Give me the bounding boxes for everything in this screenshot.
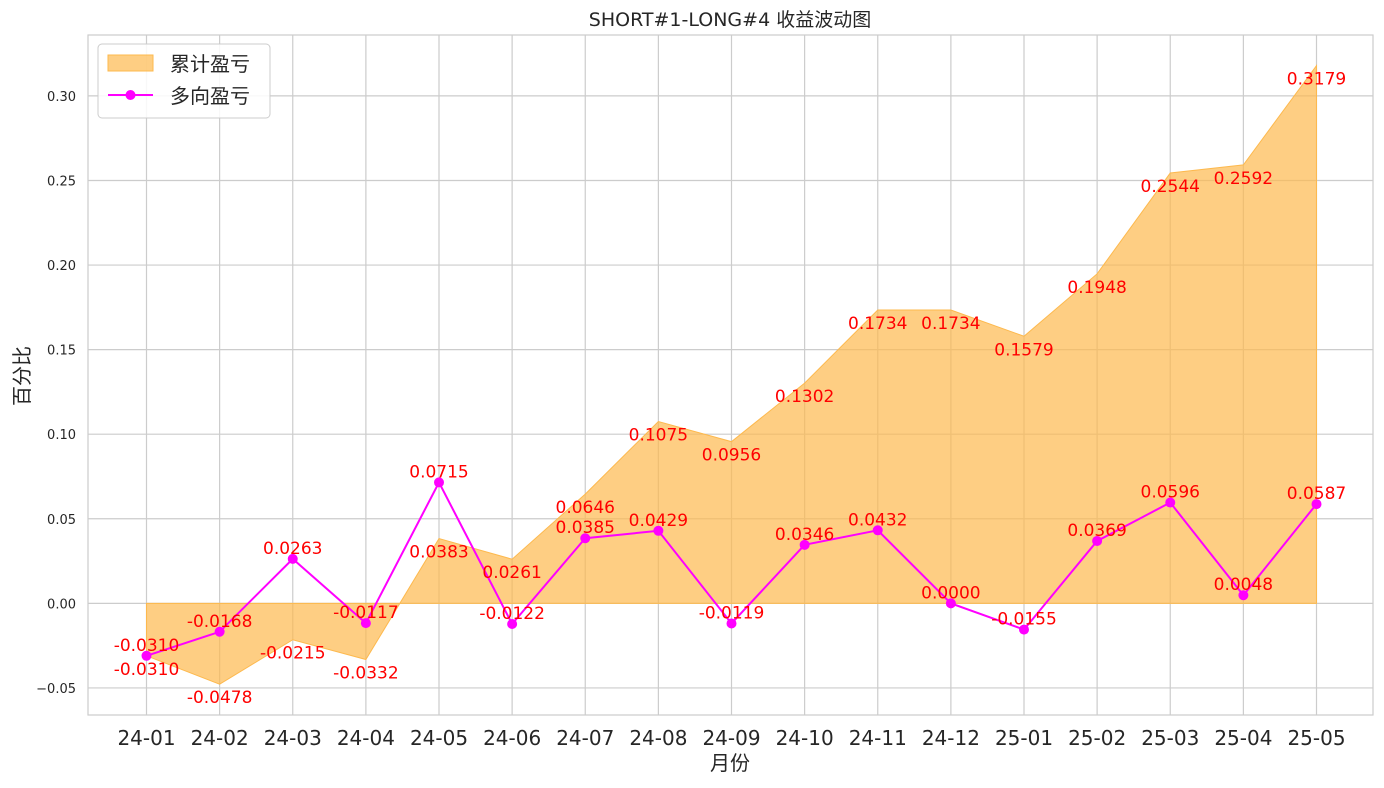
x-tick-label: 25-03 xyxy=(1141,726,1199,750)
cumulative-area-layer xyxy=(146,64,1317,685)
long-pnl-point xyxy=(872,525,883,536)
cumulative-value-label: -0.0332 xyxy=(333,664,399,684)
long-value-label: 0.0432 xyxy=(848,510,907,530)
legend-area-swatch xyxy=(107,54,154,72)
long-line-layer xyxy=(141,477,1322,661)
legend-label-cumulative: 累计盈亏 xyxy=(170,52,250,76)
cumulative-value-label: 0.1948 xyxy=(1067,278,1126,298)
long-pnl-point xyxy=(1311,499,1322,510)
y-tick-label: 0.00 xyxy=(47,597,76,612)
long-pnl-point xyxy=(287,553,298,564)
long-pnl-point xyxy=(799,539,810,550)
long-value-label: -0.0117 xyxy=(333,603,399,623)
x-tick-label: 24-06 xyxy=(483,726,541,750)
cumulative-value-label: 0.1734 xyxy=(848,314,907,334)
long-value-label: -0.0310 xyxy=(114,636,180,656)
long-value-label: 0.0596 xyxy=(1141,483,1200,503)
long-pnl-point xyxy=(507,618,518,629)
long-pnl-point xyxy=(360,618,371,629)
long-value-label: -0.0119 xyxy=(699,603,765,623)
cumulative-value-label: 0.2592 xyxy=(1214,169,1273,189)
x-tick-label: 24-08 xyxy=(629,726,687,750)
x-tick-label: 24-03 xyxy=(264,726,322,750)
long-pnl-point xyxy=(653,525,664,536)
chart-title: SHORT#1-LONG#4 收益波动图 xyxy=(589,9,871,31)
cumulative-value-label: -0.0310 xyxy=(114,660,180,680)
x-tick-label: 24-10 xyxy=(776,726,834,750)
y-tick-label: 0.05 xyxy=(47,513,76,528)
y-tick-label: −0.05 xyxy=(36,682,76,697)
cumulative-value-label: -0.0478 xyxy=(187,688,253,708)
y-tick-label: 0.25 xyxy=(47,174,76,189)
legend-line-marker xyxy=(125,90,136,100)
long-value-label: 0.0346 xyxy=(775,525,834,545)
cumulative-value-label: 0.3179 xyxy=(1287,70,1346,90)
x-tick-label: 24-04 xyxy=(337,726,395,750)
x-tick-label: 25-05 xyxy=(1287,726,1345,750)
x-tick-label: 25-01 xyxy=(995,726,1053,750)
x-tick-label: 24-05 xyxy=(410,726,468,750)
long-value-label: 0.0369 xyxy=(1067,521,1126,541)
long-pnl-point xyxy=(141,650,152,661)
long-value-label: 0.0263 xyxy=(263,539,322,559)
long-value-label: 0.0715 xyxy=(409,462,468,482)
long-pnl-point xyxy=(945,598,956,609)
cumulative-value-label: 0.1302 xyxy=(775,387,834,407)
cumulative-value-label: 0.0646 xyxy=(556,498,615,518)
cumulative-value-label: 0.1075 xyxy=(629,426,688,446)
axis-ticks: −0.05 0.00 0.05 0.10 0.15 0.20 0.25 0.30 24-01 24… xyxy=(36,90,1345,750)
long-value-label: 0.0587 xyxy=(1287,484,1346,504)
long-pnl-point xyxy=(1092,535,1103,546)
x-tick-label: 24-11 xyxy=(849,726,907,750)
data-labels: -0.0310 -0.0478 -0.0215 -0.0332 0.0383 0.0261… xyxy=(114,70,1347,709)
x-tick-label: 25-02 xyxy=(1068,726,1126,750)
long-value-label: 0.0429 xyxy=(629,511,688,531)
legend: 累计盈亏 多向盈亏 xyxy=(97,43,271,119)
x-tick-label: 24-09 xyxy=(702,726,760,750)
cumulative-value-label: 0.0261 xyxy=(482,563,541,583)
cumulative-value-label: 0.2544 xyxy=(1141,177,1200,197)
x-tick-label: 24-12 xyxy=(922,726,980,750)
y-tick-label: 0.15 xyxy=(47,344,76,359)
long-value-label: -0.0155 xyxy=(991,610,1057,630)
long-pnl-point xyxy=(1165,497,1176,508)
cumulative-value-label: 0.1579 xyxy=(994,340,1053,360)
long-pnl-point xyxy=(726,618,737,629)
cumulative-value-label: 0.0383 xyxy=(409,543,468,563)
long-value-label: -0.0122 xyxy=(479,604,545,624)
long-pnl-point xyxy=(1238,590,1249,601)
cumulative-pnl-area xyxy=(146,64,1317,685)
long-pnl-point xyxy=(214,626,225,637)
y-tick-label: 0.10 xyxy=(47,428,76,443)
long-pnl-point xyxy=(580,533,591,544)
long-value-label: -0.0168 xyxy=(187,612,253,632)
long-pnl-point xyxy=(434,477,444,488)
cumulative-value-label: 0.1734 xyxy=(921,314,980,334)
legend-label-long: 多向盈亏 xyxy=(170,84,250,108)
x-tick-label: 24-01 xyxy=(117,726,175,750)
cumulative-value-label: -0.0215 xyxy=(260,644,326,664)
y-axis-label: 百分比 xyxy=(10,346,34,406)
x-tick-label: 24-02 xyxy=(191,726,249,750)
y-tick-label: 0.30 xyxy=(47,90,76,105)
cumulative-value-label: 0.0956 xyxy=(702,446,761,466)
long-value-label: 0.0000 xyxy=(921,583,980,603)
y-tick-label: 0.20 xyxy=(47,259,76,274)
x-axis-label: 月份 xyxy=(710,751,750,775)
long-pnl-point xyxy=(1019,624,1029,635)
long-value-label: 0.0048 xyxy=(1214,575,1273,595)
long-value-label: 0.0385 xyxy=(556,518,615,538)
x-tick-label: 24-07 xyxy=(556,726,614,750)
x-tick-label: 25-04 xyxy=(1214,726,1272,750)
